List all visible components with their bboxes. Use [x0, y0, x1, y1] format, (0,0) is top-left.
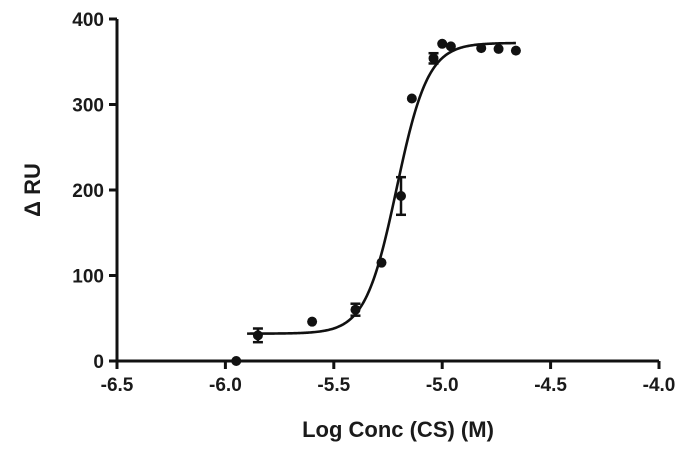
- data-point: [252, 330, 263, 341]
- x-tick-label: -4.5: [534, 375, 567, 396]
- y-tick-label: 200: [72, 181, 104, 202]
- y-tick-label: 400: [72, 10, 104, 31]
- x-tick-label: -5.5: [317, 375, 350, 396]
- x-tick-label: -4.0: [643, 375, 676, 396]
- data-point: [476, 43, 487, 54]
- data-point: [437, 38, 448, 49]
- x-tick-label: -5.0: [426, 375, 459, 396]
- x-tick-label: -6.0: [209, 375, 242, 396]
- data-point: [376, 257, 387, 268]
- data-point: [396, 190, 407, 201]
- axes: [109, 17, 661, 369]
- x-axis-title: Log Conc (CS) (M): [302, 417, 494, 442]
- labels-layer: -6.5 -6.0 -5.5 -5.0 -4.5 -4.0 0 100 200 300 400 Log…: [20, 10, 675, 442]
- y-axis-title: Δ RU: [20, 163, 45, 217]
- data-point: [307, 316, 318, 327]
- data-point: [350, 304, 361, 315]
- data-points-layer: [231, 38, 521, 366]
- data-point: [231, 356, 242, 366]
- data-point: [510, 45, 521, 56]
- data-point: [406, 93, 417, 104]
- y-tick-label: 0: [93, 352, 104, 373]
- x-tick-label: -6.5: [101, 375, 134, 396]
- y-tick-label: 100: [72, 267, 104, 288]
- data-point: [445, 41, 456, 52]
- data-point: [493, 43, 504, 54]
- data-point: [428, 53, 439, 64]
- y-tick-label: 300: [72, 96, 104, 117]
- fit-curve-layer: [247, 41, 516, 335]
- fit-curve: [247, 41, 516, 335]
